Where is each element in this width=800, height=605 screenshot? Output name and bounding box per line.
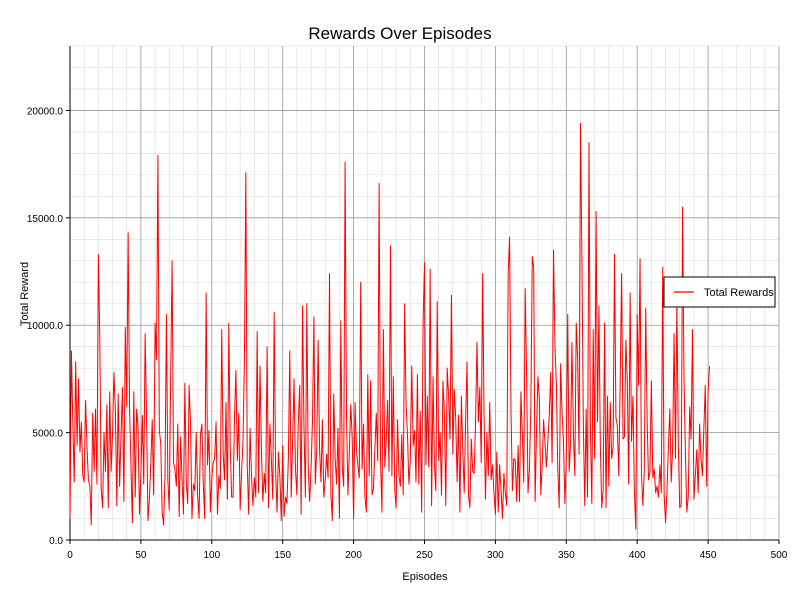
y-axis-label: Total Reward	[19, 262, 31, 326]
x-tick-label: 400	[629, 550, 646, 561]
x-tick-label: 500	[771, 550, 788, 561]
x-tick-label: 350	[558, 550, 575, 561]
x-tick-label: 200	[345, 550, 362, 561]
legend-label-total-rewards: Total Rewards	[704, 287, 774, 299]
y-tick-label: 15000.0	[27, 214, 64, 225]
x-tick-label: 250	[416, 550, 433, 561]
x-tick-label: 0	[67, 550, 73, 561]
ticks: 0 50 100 150 200 250 300 350 400 450 5000.05000.01…	[27, 106, 788, 561]
series-line-total-rewards	[69, 122, 711, 530]
y-tick-label: 20000.0	[27, 106, 64, 117]
x-tick-label: 100	[203, 550, 220, 561]
x-tick-label: 150	[274, 550, 291, 561]
chart-title: Rewards Over Episodes	[308, 24, 491, 43]
x-tick-label: 450	[700, 550, 717, 561]
series	[69, 122, 711, 530]
y-tick-label: 10000.0	[27, 321, 64, 332]
x-tick-label: 300	[487, 550, 504, 561]
y-tick-label: 0.0	[49, 536, 63, 547]
y-tick-label: 5000.0	[32, 429, 63, 440]
x-tick-label: 50	[135, 550, 147, 561]
x-axis-label: Episodes	[402, 571, 448, 583]
legend: Total Rewards	[663, 276, 776, 308]
